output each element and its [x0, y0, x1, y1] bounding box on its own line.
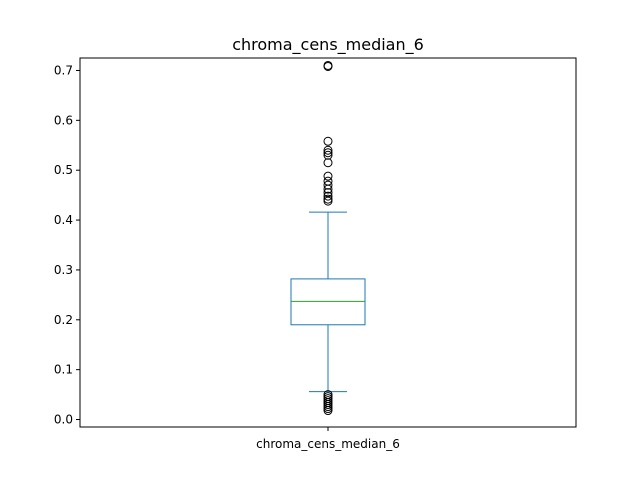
y-tick-label: 0.5	[54, 163, 73, 177]
y-tick-label: 0.3	[54, 263, 73, 277]
outlier-point	[323, 60, 333, 70]
x-tick-label: chroma_cens_median_6	[256, 437, 400, 451]
outlier-point	[323, 150, 333, 160]
y-tick-label: 0.6	[54, 113, 73, 127]
y-tick-label: 0.2	[54, 313, 73, 327]
outlier-point	[323, 390, 333, 400]
outlier-point	[323, 180, 333, 190]
outlier-point	[323, 194, 333, 204]
y-tick-label: 0.0	[54, 413, 73, 427]
outlier-point	[323, 136, 333, 146]
y-tick-label: 0.4	[54, 213, 73, 227]
outlier-point	[323, 188, 333, 198]
chart-title: chroma_cens_median_6	[232, 35, 424, 55]
axes-frame	[79, 57, 577, 428]
plot-area: 0.0 0.1 0.2 0.3 0.4 0.5 0.6 0.7 chroma_cens_medi…	[54, 60, 400, 451]
outlier-point	[323, 176, 333, 186]
outlier-point	[323, 191, 333, 201]
y-tick-label: 0.7	[54, 63, 73, 77]
outlier-point	[323, 148, 333, 158]
outlier-point	[323, 145, 333, 155]
outlier-point	[323, 171, 333, 181]
y-tick-label: 0.1	[54, 363, 73, 377]
outlier-point	[323, 158, 333, 168]
